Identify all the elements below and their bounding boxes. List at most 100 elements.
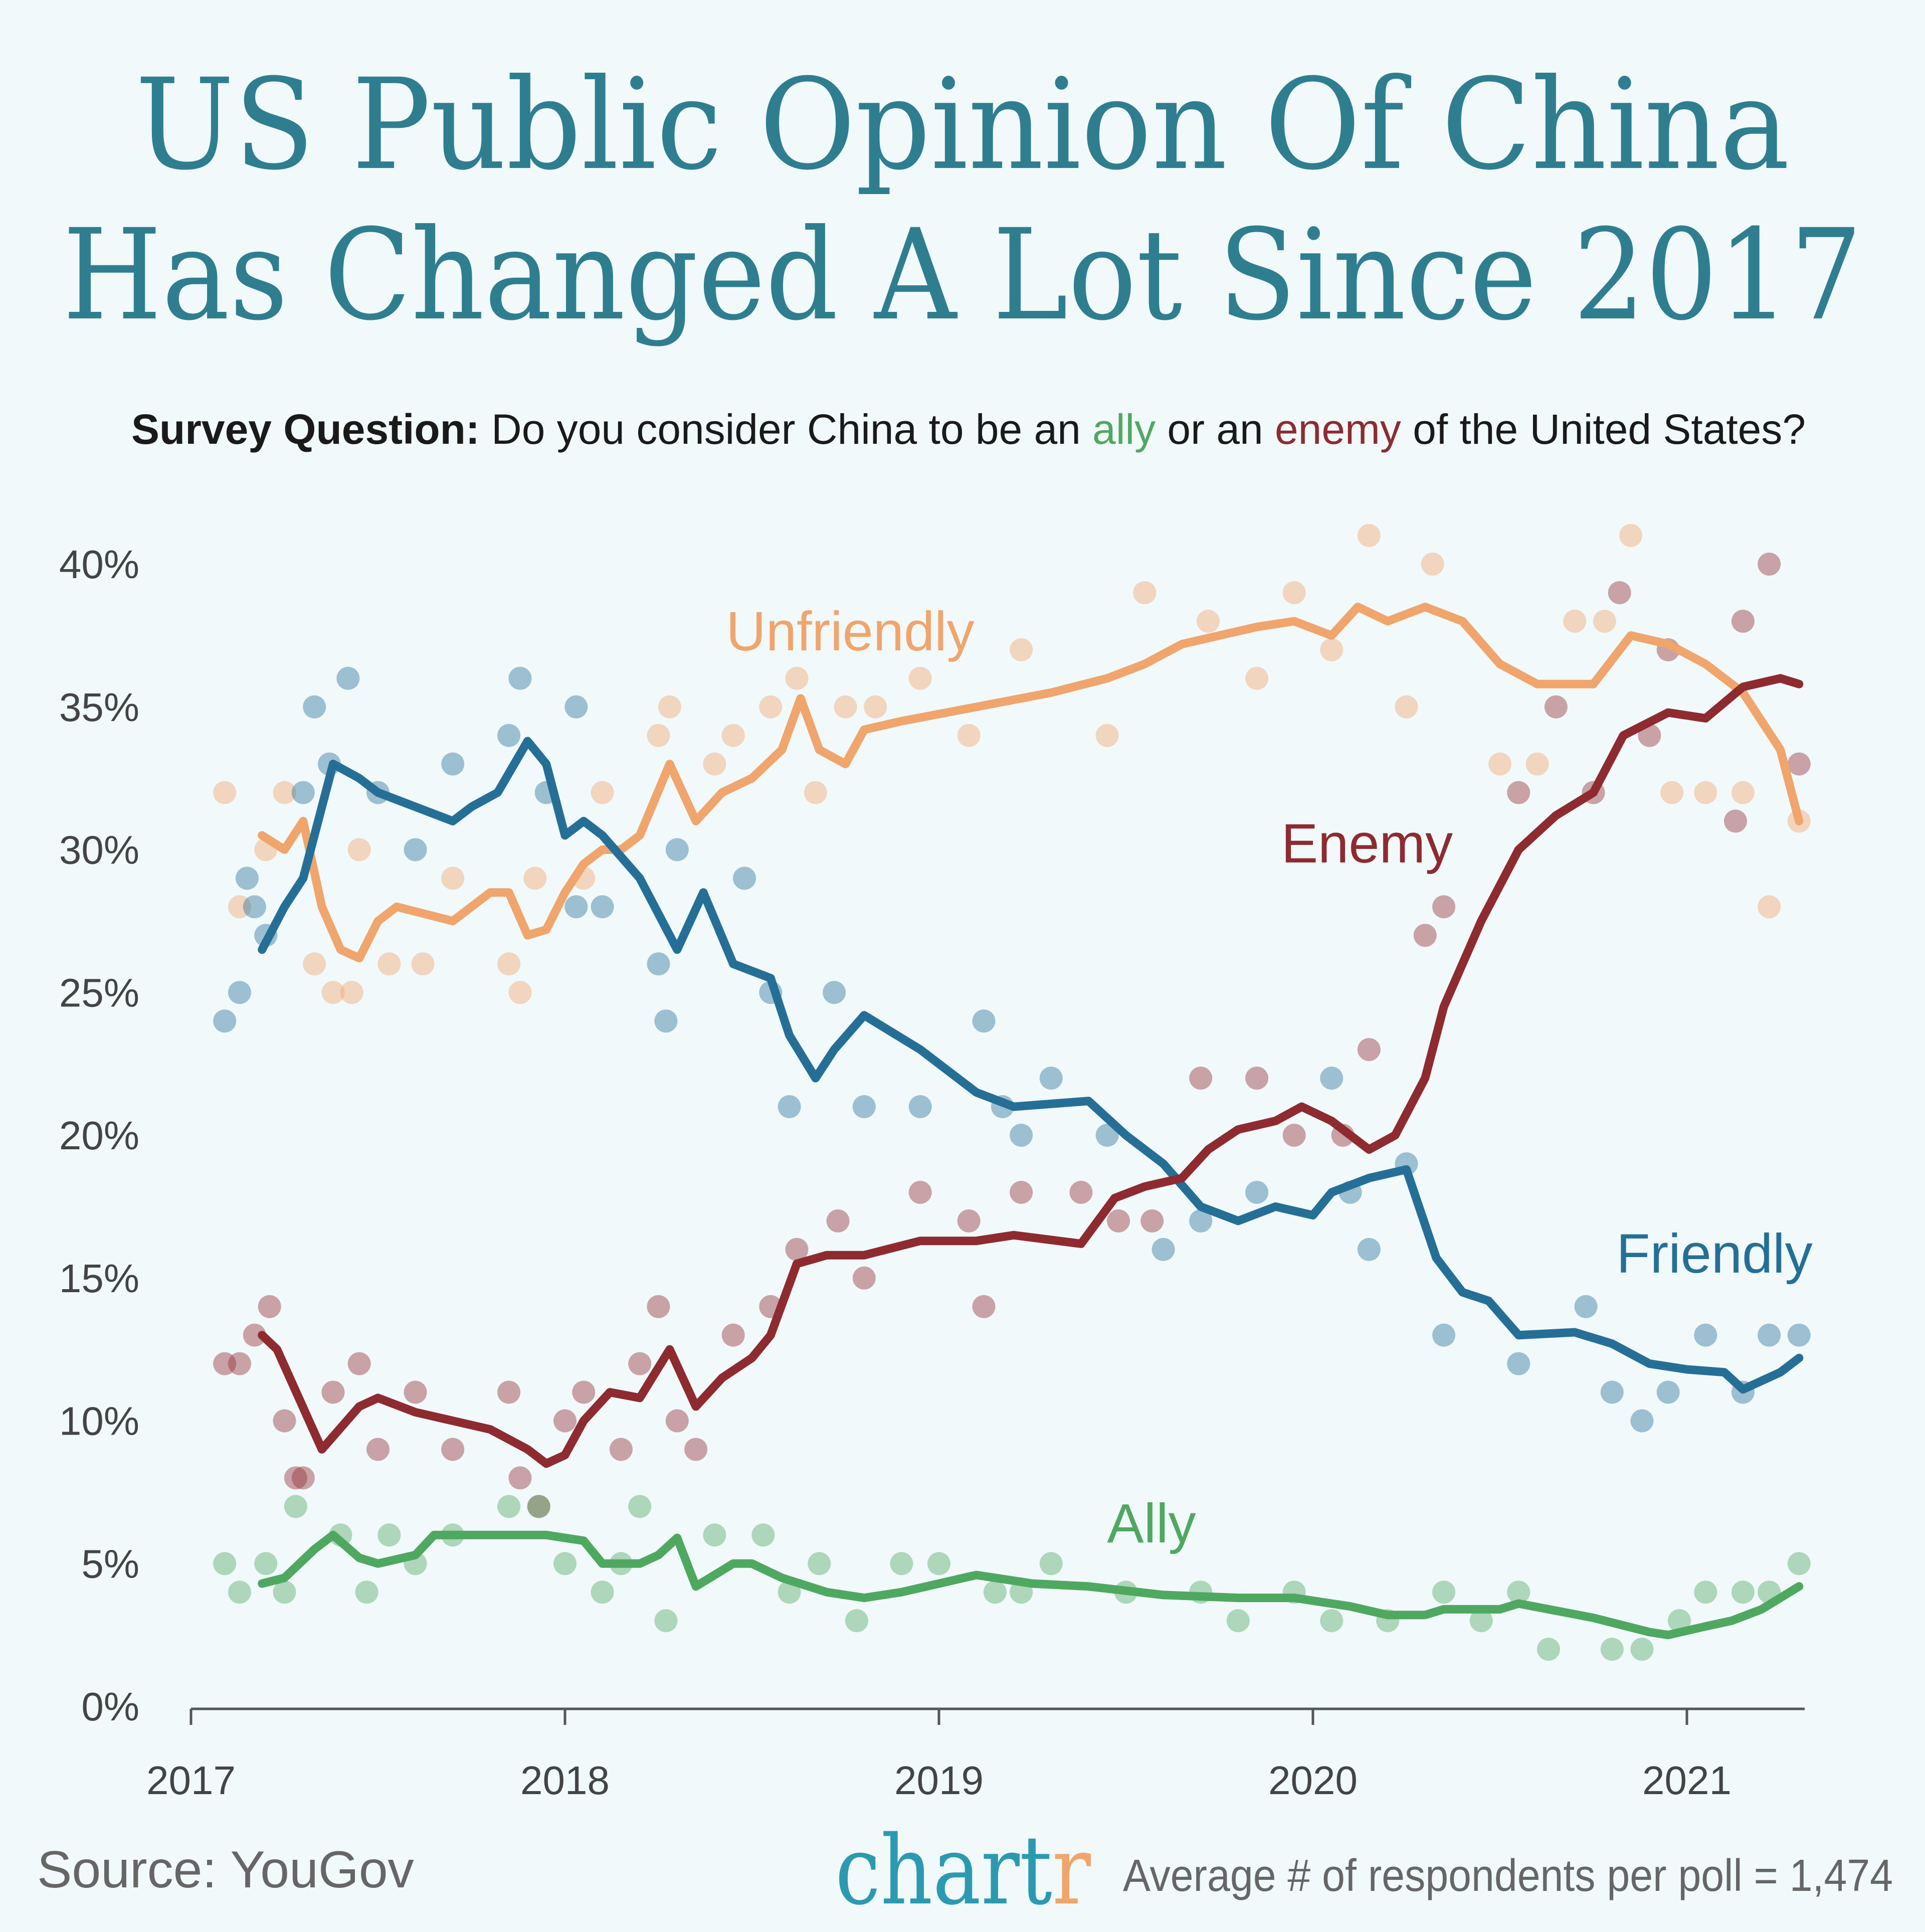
friendly-poll-point xyxy=(852,1095,876,1119)
series-label-enemy: Enemy xyxy=(1281,813,1453,874)
unfriendly-poll-point xyxy=(347,838,371,861)
friendly-poll-point xyxy=(654,1009,678,1033)
respondents-note: Average # of respondents per poll = 1,47… xyxy=(1123,1851,1893,1901)
ally-poll-point xyxy=(628,1495,652,1518)
friendly-poll-point xyxy=(1151,1238,1175,1261)
friendly-poll-point xyxy=(303,695,326,719)
unfriendly-poll-point xyxy=(441,866,465,890)
enemy-poll-point xyxy=(1245,1067,1269,1090)
y-tick-label: 35% xyxy=(59,685,139,730)
source-label: Source: YouGov xyxy=(37,1841,414,1899)
ally-poll-point xyxy=(553,1552,576,1575)
unfriendly-poll-point xyxy=(804,781,827,804)
trend-lines xyxy=(258,602,1804,1640)
unfriendly-poll-point xyxy=(785,666,809,690)
enemy-poll-point xyxy=(972,1295,996,1318)
series-label-ally: Ally xyxy=(1107,1493,1196,1554)
enemy-poll-point xyxy=(628,1352,652,1375)
ally-poll-point xyxy=(751,1523,775,1547)
ally-poll-point xyxy=(497,1495,521,1518)
unfriendly-poll-point xyxy=(508,981,532,1004)
subtitle-part3: of the United States? xyxy=(1401,406,1806,453)
ally-poll-point xyxy=(1226,1609,1250,1633)
ally-poll-point xyxy=(1731,1580,1755,1604)
y-tick-label: 0% xyxy=(81,1684,139,1729)
enemy-poll-point xyxy=(1189,1067,1213,1090)
friendly-trend-line xyxy=(258,737,1804,1394)
ally-poll-point xyxy=(1694,1580,1717,1604)
unfriendly-poll-point xyxy=(1197,609,1220,633)
unfriendly-poll-point xyxy=(1133,581,1157,604)
enemy-poll-point xyxy=(957,1209,981,1233)
ally-poll-point xyxy=(527,1495,550,1518)
friendly-poll-point xyxy=(291,781,315,804)
unfriendly-poll-point xyxy=(1660,781,1684,804)
unfriendly-poll-point xyxy=(591,781,614,804)
friendly-poll-point xyxy=(1245,1180,1269,1204)
ally-poll-point xyxy=(983,1580,1007,1604)
unfriendly-poll-point xyxy=(377,952,401,976)
enemy-poll-point xyxy=(908,1180,932,1204)
friendly-poll-point xyxy=(1600,1380,1624,1404)
unfriendly-poll-point xyxy=(647,724,670,747)
enemy-poll-point xyxy=(1282,1124,1306,1147)
friendly-poll-point xyxy=(823,981,846,1004)
x-tick-label: 2019 xyxy=(894,1758,984,1803)
enemy-trend-line xyxy=(258,674,1804,1468)
chartr-logo: chartr xyxy=(835,1815,1091,1926)
enemy-poll-point xyxy=(508,1466,532,1490)
y-tick-label: 40% xyxy=(59,542,139,587)
unfriendly-poll-point xyxy=(1395,695,1418,719)
friendly-poll-point xyxy=(213,1009,237,1033)
enemy-poll-point xyxy=(1140,1209,1164,1233)
unfriendly-poll-point xyxy=(957,724,981,747)
friendly-poll-point xyxy=(1189,1209,1213,1233)
enemy-poll-point xyxy=(321,1380,345,1404)
ally-poll-point xyxy=(377,1523,401,1547)
unfriendly-trend-line xyxy=(258,602,1804,963)
enemy-poll-point xyxy=(1107,1209,1130,1233)
friendly-poll-point xyxy=(647,952,670,976)
x-tick-label: 2020 xyxy=(1268,1758,1358,1803)
ally-poll-point xyxy=(228,1580,251,1604)
ally-poll-point xyxy=(1320,1609,1343,1633)
unfriendly-poll-point xyxy=(864,695,887,719)
friendly-poll-point xyxy=(336,666,360,690)
unfriendly-poll-point xyxy=(213,781,237,804)
unfriendly-poll-point xyxy=(1421,553,1444,576)
ally-poll-point xyxy=(808,1552,831,1575)
enemy-poll-point xyxy=(527,1495,550,1518)
unfriendly-poll-point xyxy=(1731,781,1755,804)
enemy-poll-point xyxy=(284,1466,307,1490)
unfriendly-poll-point xyxy=(340,981,363,1004)
series-label-friendly: Friendly xyxy=(1616,1223,1812,1285)
enemy-poll-point xyxy=(291,1466,315,1490)
enemy-poll-point xyxy=(609,1438,633,1461)
unfriendly-poll-point xyxy=(321,981,345,1004)
unfriendly-poll-point xyxy=(1282,581,1306,604)
ally-poll-point xyxy=(703,1523,726,1547)
ally-poll-point xyxy=(273,1580,296,1604)
ally-poll-point xyxy=(1630,1638,1654,1661)
friendly-poll-point xyxy=(1357,1238,1381,1261)
friendly-poll-point xyxy=(1010,1124,1033,1147)
friendly-poll-point xyxy=(243,895,266,919)
subtitle-enemy: enemy xyxy=(1275,406,1401,453)
unfriendly-poll-point xyxy=(1320,638,1343,661)
enemy-poll-point xyxy=(721,1323,745,1347)
enemy-poll-point xyxy=(497,1380,521,1404)
unfriendly-poll-point xyxy=(1010,638,1033,661)
enemy-poll-point xyxy=(826,1209,850,1233)
ally-poll-point xyxy=(890,1552,913,1575)
enemy-poll-point xyxy=(1413,924,1437,947)
unfriendly-poll-point xyxy=(1758,895,1781,919)
friendly-poll-point xyxy=(1574,1295,1598,1318)
subtitle: Survey Question: Do you consider China t… xyxy=(131,406,1806,453)
ally-poll-point xyxy=(654,1609,678,1633)
unfriendly-poll-point xyxy=(658,695,681,719)
friendly-poll-point xyxy=(564,695,588,719)
ally-poll-point xyxy=(927,1552,950,1575)
enemy-poll-point xyxy=(1357,1038,1381,1062)
